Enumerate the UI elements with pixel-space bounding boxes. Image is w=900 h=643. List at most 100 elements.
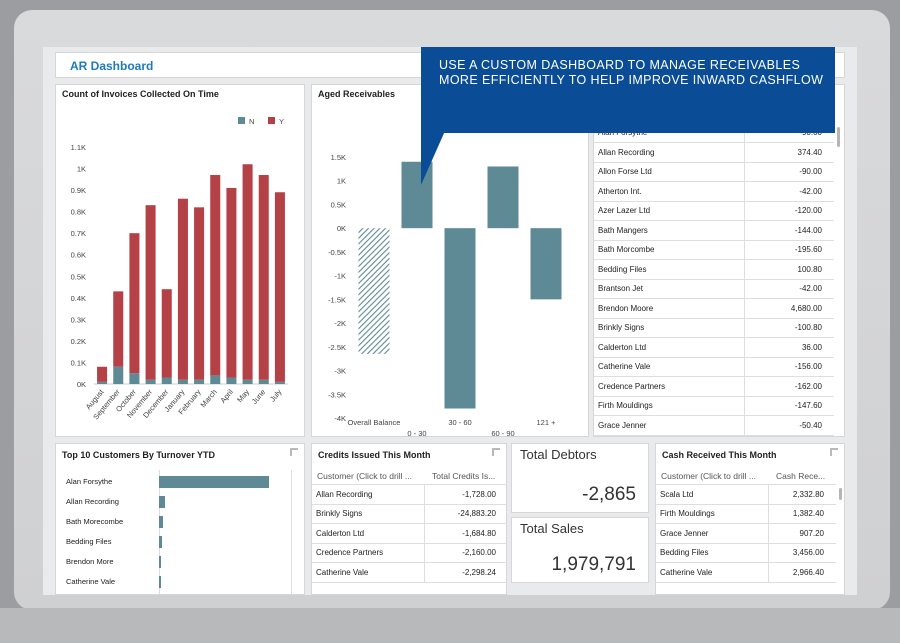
table-row[interactable]: Brinkly Signs -100.80 — [594, 318, 834, 338]
customer-name[interactable]: Bath Mangers — [594, 220, 744, 241]
table-row[interactable]: Allan Recording 374.40 — [594, 142, 834, 163]
top10-bar[interactable] — [159, 576, 162, 588]
customer-name[interactable]: Calderton Ltd — [312, 523, 424, 544]
top10-bar[interactable] — [159, 496, 165, 508]
table-row[interactable]: Brendon Moore 4,680.00 — [594, 298, 834, 319]
table-row[interactable]: Bedding Files 100.80 — [594, 259, 834, 280]
bar-n[interactable] — [274, 381, 285, 384]
table-row[interactable]: Bath Morcombe -195.60 — [594, 240, 834, 260]
cash-scrollbar[interactable] — [839, 488, 842, 500]
customer-name[interactable]: Brinkly Signs — [594, 318, 744, 338]
table-row[interactable]: Azer Lazer Ltd -120.00 — [594, 201, 834, 221]
customer-name[interactable]: Grace Jenner — [656, 523, 768, 544]
table-row[interactable]: Atherton Int. -42.00 — [594, 181, 834, 202]
bar-n[interactable] — [177, 379, 188, 384]
top10-bar[interactable] — [159, 536, 163, 548]
customer-name[interactable]: Brendon Moore — [594, 298, 744, 319]
aged-bar[interactable] — [444, 228, 476, 409]
top10-chart: Alan Forsythe Allan Recording Bath Morecom… — [56, 470, 292, 594]
table-row[interactable]: Firth Mouldings 1,382.40 — [656, 504, 836, 524]
table-row[interactable]: Grace Jenner 907.20 — [656, 523, 836, 544]
bar-y[interactable] — [242, 164, 253, 380]
bar-n[interactable] — [145, 379, 156, 384]
customer-name[interactable]: Credence Partners — [312, 543, 424, 563]
aged-bar[interactable] — [358, 228, 390, 354]
customer-name[interactable]: Calderton Ltd — [594, 337, 744, 358]
aged-bar[interactable] — [530, 228, 562, 300]
table-row[interactable]: Allan Recording -1,728.00 — [312, 484, 506, 505]
customer-name[interactable]: Grace Jenner — [594, 415, 744, 436]
top10-bar[interactable] — [159, 516, 164, 528]
expand-icon[interactable] — [290, 448, 298, 456]
bar-y[interactable] — [129, 233, 140, 374]
customer-name[interactable]: Brantson Jet — [594, 279, 744, 299]
customer-name[interactable]: Bedding Files — [594, 259, 744, 280]
credits-col-customer[interactable]: Customer (Click to drill ... — [317, 471, 412, 481]
table-row[interactable]: Grace Jenner -50.40 — [594, 415, 834, 436]
y-tick-label: 1.1K — [71, 143, 86, 152]
table-row[interactable]: Bath Mangers -144.00 — [594, 220, 834, 241]
bar-y[interactable] — [274, 192, 285, 382]
credits-col-total[interactable]: Total Credits Is... — [432, 471, 496, 481]
table-row[interactable]: Allon Forse Ltd -90.00 — [594, 162, 834, 182]
customer-name[interactable]: Credence Partners — [594, 376, 744, 397]
top10-bar[interactable] — [159, 476, 269, 488]
bar-y[interactable] — [161, 289, 172, 378]
customer-name[interactable]: Allon Forse Ltd — [594, 162, 744, 182]
customer-name[interactable]: Firth Mouldings — [656, 504, 768, 524]
table-row[interactable]: Credence Partners -162.00 — [594, 376, 834, 397]
customer-name[interactable]: Allan Recording — [312, 484, 424, 505]
table-row[interactable]: Calderton Ltd 36.00 — [594, 337, 834, 358]
expand-icon[interactable] — [830, 448, 838, 456]
customer-name[interactable]: Atherton Int. — [594, 181, 744, 202]
customer-name[interactable]: Firth Mouldings — [594, 396, 744, 416]
cash-col-cash[interactable]: Cash Rece... — [776, 471, 826, 481]
top10-bar[interactable] — [159, 556, 162, 568]
table-row[interactable]: Catherine Vale -2,298.24 — [312, 562, 506, 583]
table-row[interactable]: Firth Mouldings -147.60 — [594, 396, 834, 416]
bar-n[interactable] — [161, 377, 172, 384]
total-debtors-value: -2,865 — [582, 484, 636, 505]
customer-name[interactable]: Allan Recording — [594, 142, 744, 163]
bar-y[interactable] — [113, 291, 124, 367]
bar-y[interactable] — [97, 366, 108, 382]
customer-name[interactable]: Catherine Vale — [594, 357, 744, 377]
bar-n[interactable] — [113, 366, 124, 384]
customer-name[interactable]: Bath Morcombe — [594, 240, 744, 260]
table-row[interactable]: Scala Ltd 2,332.80 — [656, 484, 836, 505]
customer-name[interactable]: Azer Lazer Ltd — [594, 201, 744, 221]
customer-name[interactable]: Scala Ltd — [656, 484, 768, 505]
expand-icon[interactable] — [492, 448, 500, 456]
bar-y[interactable] — [210, 175, 221, 376]
customer-name[interactable]: Catherine Vale — [312, 562, 424, 583]
table-row[interactable]: Credence Partners -2,160.00 — [312, 543, 506, 563]
cash-col-customer[interactable]: Customer (Click to drill ... — [661, 471, 756, 481]
bar-n[interactable] — [97, 381, 108, 384]
bar-y[interactable] — [226, 187, 237, 378]
bar-y[interactable] — [177, 198, 188, 380]
bar-y[interactable] — [145, 205, 156, 380]
balances-scrollbar[interactable] — [837, 127, 840, 147]
total-debtors-tile[interactable]: Total Debtors -2,865 — [511, 443, 649, 513]
bar-n[interactable] — [129, 373, 140, 384]
customer-name[interactable]: Bedding Files — [656, 543, 768, 563]
bar-n[interactable] — [210, 375, 221, 384]
aged-chart: -4K -3.5K -3K -2.5K -2K -1.5K -1K -0.5K 0K 0.5K 1K… — [328, 153, 562, 436]
aged-bar[interactable] — [487, 166, 519, 229]
bar-n[interactable] — [258, 379, 269, 384]
total-sales-tile[interactable]: Total Sales 1,979,791 — [511, 517, 649, 583]
table-row[interactable]: Brinkly Signs -24,883.20 — [312, 504, 506, 524]
customer-name[interactable]: Catherine Vale — [656, 562, 768, 583]
bar-y[interactable] — [258, 175, 269, 380]
table-row[interactable]: Catherine Vale 2,966.40 — [656, 562, 836, 583]
table-row[interactable]: Calderton Ltd -1,684.80 — [312, 523, 506, 544]
bar-n[interactable] — [226, 377, 237, 384]
customer-name[interactable]: Brinkly Signs — [312, 504, 424, 524]
table-row[interactable]: Brantson Jet -42.00 — [594, 279, 834, 299]
bar-n[interactable] — [242, 379, 253, 384]
table-row[interactable]: Catherine Vale -156.00 — [594, 357, 834, 377]
table-row[interactable]: Bedding Files 3,456.00 — [656, 543, 836, 563]
bar-n[interactable] — [194, 379, 205, 384]
bar-y[interactable] — [194, 207, 205, 380]
y-tick-label: 1.5K — [331, 153, 346, 162]
